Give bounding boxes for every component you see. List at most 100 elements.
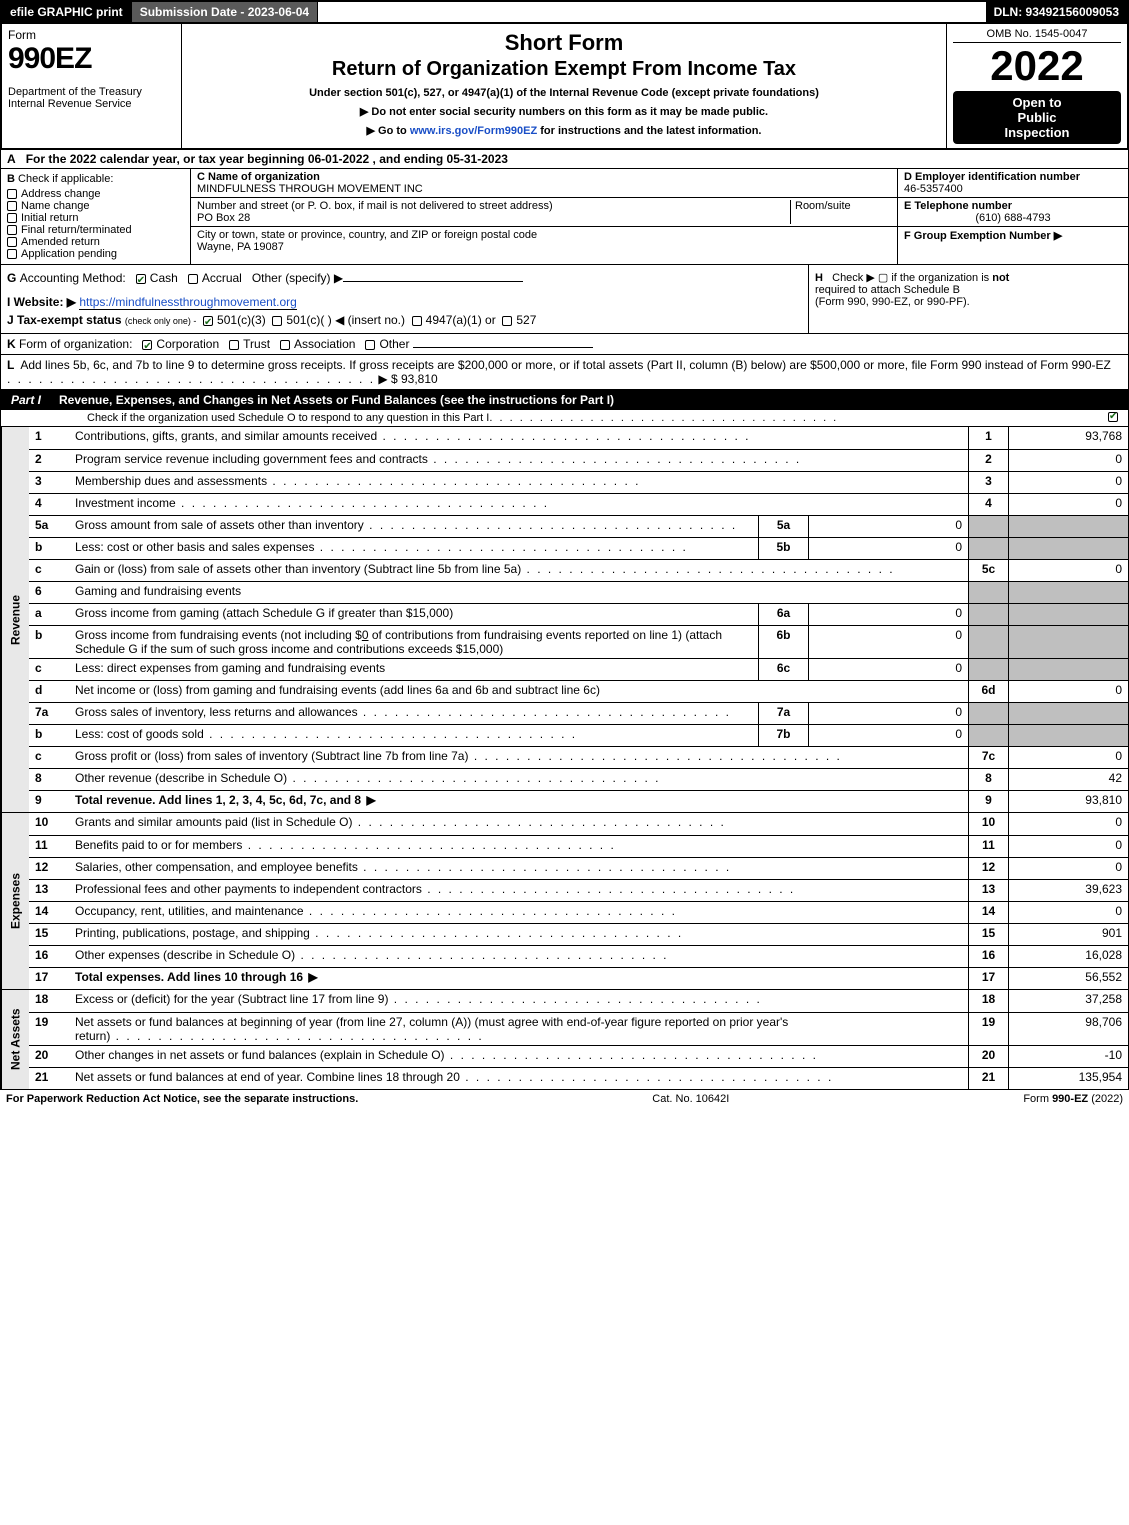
l6c-num: c — [29, 659, 69, 680]
h-text1: Check ▶ ▢ if the organization is — [832, 272, 992, 284]
line-6c: c Less: direct expenses from gaming and … — [29, 658, 1128, 680]
instruction-ssn: ▶ Do not enter social security numbers o… — [188, 105, 940, 118]
l8-num: 8 — [29, 769, 69, 790]
j-label: J Tax-exempt status — [7, 313, 122, 327]
l6c-rval — [1008, 659, 1128, 680]
line-5c: c Gain or (loss) from sale of assets oth… — [29, 559, 1128, 581]
l1-desc: Contributions, gifts, grants, and simila… — [69, 427, 968, 449]
l5c-num: c — [29, 560, 69, 581]
l5a-sc: 5a — [758, 516, 808, 537]
chk-4947[interactable] — [412, 316, 422, 326]
net-assets-section: Net Assets 18 Excess or (deficit) for th… — [0, 990, 1129, 1090]
line-14: 14 Occupancy, rent, utilities, and maint… — [29, 901, 1128, 923]
form-header: Form 990EZ Department of the Treasury In… — [0, 24, 1129, 150]
l5a-desc: Gross amount from sale of assets other t… — [69, 516, 758, 537]
g-text: Accounting Method: — [20, 271, 126, 285]
l6c-rnum — [968, 659, 1008, 680]
subtitle-501: Under section 501(c), 527, or 4947(a)(1)… — [188, 87, 940, 99]
l7c-num: c — [29, 747, 69, 768]
l5a-rnum — [968, 516, 1008, 537]
l18-val: 37,258 — [1008, 990, 1128, 1012]
col-b-label: B — [7, 173, 15, 185]
l6b-amt: 0 — [362, 628, 369, 642]
opt-address-change: Address change — [21, 188, 101, 200]
l5b-rval — [1008, 538, 1128, 559]
l13-num: 13 — [29, 880, 69, 901]
row-a-label: A — [7, 152, 16, 166]
col-def: D Employer identification number 46-5357… — [898, 169, 1128, 264]
chk-trust[interactable] — [229, 340, 239, 350]
chk-accrual[interactable] — [188, 274, 198, 284]
l16-desc: Other expenses (describe in Schedule O) — [69, 946, 968, 967]
opt-amended-return: Amended return — [21, 236, 100, 248]
row-k: K Form of organization: Corporation Trus… — [0, 334, 1129, 355]
l6a-num: a — [29, 604, 69, 625]
opt-initial-return: Initial return — [21, 212, 78, 224]
l6c-sv: 0 — [808, 659, 968, 680]
irs-link[interactable]: www.irs.gov/Form990EZ — [410, 125, 537, 137]
open-line3: Inspection — [957, 125, 1117, 140]
chk-527[interactable] — [502, 316, 512, 326]
top-bar: efile GRAPHIC print Submission Date - 20… — [0, 0, 1129, 24]
l4-rnum: 4 — [968, 494, 1008, 515]
chk-corporation[interactable] — [142, 340, 152, 350]
l6d-val: 0 — [1008, 681, 1128, 702]
chk-501c3[interactable] — [203, 316, 213, 326]
other-specify-line[interactable] — [343, 281, 523, 282]
l6b-desc: Gross income from fundraising events (no… — [69, 626, 758, 658]
website-link[interactable]: https://mindfulnessthroughmovement.org — [79, 295, 296, 310]
h-not: not — [992, 272, 1009, 284]
chk-association[interactable] — [280, 340, 290, 350]
h-label: H — [815, 272, 823, 284]
efile-label[interactable]: efile GRAPHIC print — [2, 2, 132, 22]
j-sub: (check only one) - — [125, 316, 197, 326]
line-15: 15 Printing, publications, postage, and … — [29, 923, 1128, 945]
ein-row: D Employer identification number 46-5357… — [898, 169, 1128, 198]
chk-final-return[interactable] — [7, 225, 17, 235]
opt-trust: Trust — [243, 337, 270, 351]
l3-rnum: 3 — [968, 472, 1008, 493]
chk-address-change[interactable] — [7, 189, 17, 199]
l6-rval — [1008, 582, 1128, 603]
l17-rnum: 17 — [968, 968, 1008, 989]
l6-rnum — [968, 582, 1008, 603]
phone-value: (610) 688-4793 — [904, 212, 1122, 224]
row-h: H Check ▶ ▢ if the organization is not r… — [808, 265, 1128, 333]
l10-rnum: 10 — [968, 813, 1008, 835]
l7a-rval — [1008, 703, 1128, 724]
other-org-line[interactable] — [413, 347, 593, 348]
l6a-sv: 0 — [808, 604, 968, 625]
l13-desc: Professional fees and other payments to … — [69, 880, 968, 901]
chk-application-pending[interactable] — [7, 249, 17, 259]
l5b-sv: 0 — [808, 538, 968, 559]
side-net-assets: Net Assets — [1, 990, 29, 1089]
l6b-num: b — [29, 626, 69, 658]
addr-value: PO Box 28 — [197, 212, 250, 224]
h-text3: (Form 990, 990-EZ, or 990-PF). — [815, 296, 970, 308]
c-label: C Name of organization — [197, 171, 320, 183]
footer-right-pre: Form — [1023, 1093, 1052, 1105]
l14-val: 0 — [1008, 902, 1128, 923]
block-bcdef: B Check if applicable: Address change Na… — [0, 169, 1129, 265]
l9-num: 9 — [29, 791, 69, 812]
i-label: I Website: ▶ — [7, 295, 76, 309]
chk-501c[interactable] — [272, 316, 282, 326]
l7c-rnum: 7c — [968, 747, 1008, 768]
line-7b: b Less: cost of goods sold 7b 0 — [29, 724, 1128, 746]
line-10: 10 Grants and similar amounts paid (list… — [29, 813, 1128, 835]
footer-left: For Paperwork Reduction Act Notice, see … — [6, 1093, 358, 1105]
chk-name-change[interactable] — [7, 201, 17, 211]
l3-desc: Membership dues and assessments — [69, 472, 968, 493]
l6d-num: d — [29, 681, 69, 702]
opt-application-pending: Application pending — [21, 248, 117, 260]
chk-initial-return[interactable] — [7, 213, 17, 223]
part1-title: Revenue, Expenses, and Changes in Net As… — [51, 390, 1128, 410]
chk-other-org[interactable] — [365, 340, 375, 350]
chk-cash[interactable] — [136, 274, 146, 284]
l5a-num: 5a — [29, 516, 69, 537]
part1-sub-text: Check if the organization used Schedule … — [87, 412, 489, 424]
chk-amended-return[interactable] — [7, 237, 17, 247]
chk-schedule-o[interactable] — [1108, 412, 1118, 422]
form-word: Form — [8, 28, 175, 42]
l9-rnum: 9 — [968, 791, 1008, 812]
